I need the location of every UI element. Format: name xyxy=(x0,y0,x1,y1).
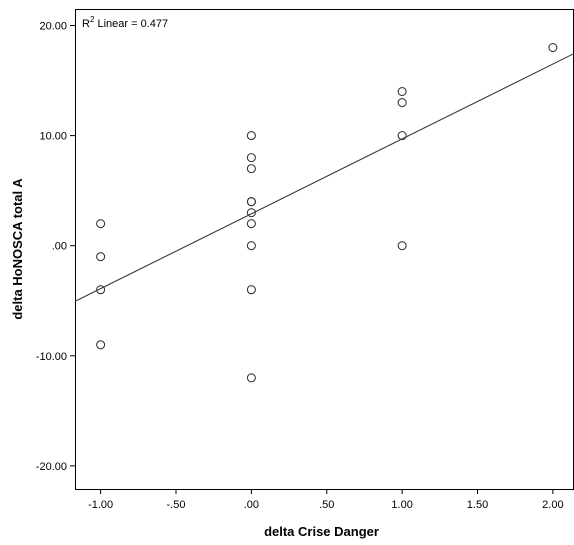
y-tick-label: .00 xyxy=(52,241,67,253)
data-point xyxy=(96,219,106,229)
y-tick-label: 10.00 xyxy=(39,131,67,143)
r-squared-superscript: 2 xyxy=(90,15,95,24)
r-squared-prefix: R xyxy=(82,18,90,30)
x-tick-label: .00 xyxy=(244,499,259,511)
data-point xyxy=(397,241,407,251)
x-tick-label: .50 xyxy=(319,499,334,511)
data-point xyxy=(246,208,256,218)
plot-area xyxy=(75,9,574,490)
data-point xyxy=(397,87,407,97)
x-tick-label: -1.00 xyxy=(88,499,113,511)
data-point xyxy=(246,197,256,207)
fit-line-group xyxy=(74,53,574,302)
r-squared-annotation: R2 Linear = 0.477 xyxy=(82,15,168,30)
x-tick-label: 1.50 xyxy=(467,499,488,511)
x-axis-ticks: -1.00 -.50 .00 .50 1.00 1.50 2.00 xyxy=(88,489,564,511)
y-tick-label: -10.00 xyxy=(36,351,67,363)
data-point xyxy=(246,285,256,295)
x-axis-title: delta Crise Danger xyxy=(264,524,379,539)
data-point xyxy=(96,285,106,295)
data-point xyxy=(246,241,256,251)
r-squared-value: Linear = 0.477 xyxy=(94,18,168,30)
data-point xyxy=(548,42,558,53)
y-tick-label: -20.00 xyxy=(36,461,67,473)
data-point xyxy=(96,252,106,262)
x-tick-label: -.50 xyxy=(167,499,186,511)
regression-line xyxy=(74,53,574,302)
data-point xyxy=(397,131,407,141)
data-point xyxy=(96,340,106,350)
x-tick-label: 2.00 xyxy=(542,499,563,511)
y-axis-ticks: 20.00 10.00 .00 -10.00 -20.00 xyxy=(36,21,75,473)
y-axis-title: delta HoNOSCA total A xyxy=(10,178,25,320)
data-point xyxy=(246,373,256,383)
y-tick-label: 20.00 xyxy=(39,21,67,33)
data-point xyxy=(246,219,256,229)
data-point xyxy=(397,98,407,108)
data-point xyxy=(246,164,256,174)
data-point xyxy=(246,131,256,141)
data-points xyxy=(96,42,558,383)
data-point xyxy=(246,153,256,163)
x-tick-label: 1.00 xyxy=(391,499,412,511)
